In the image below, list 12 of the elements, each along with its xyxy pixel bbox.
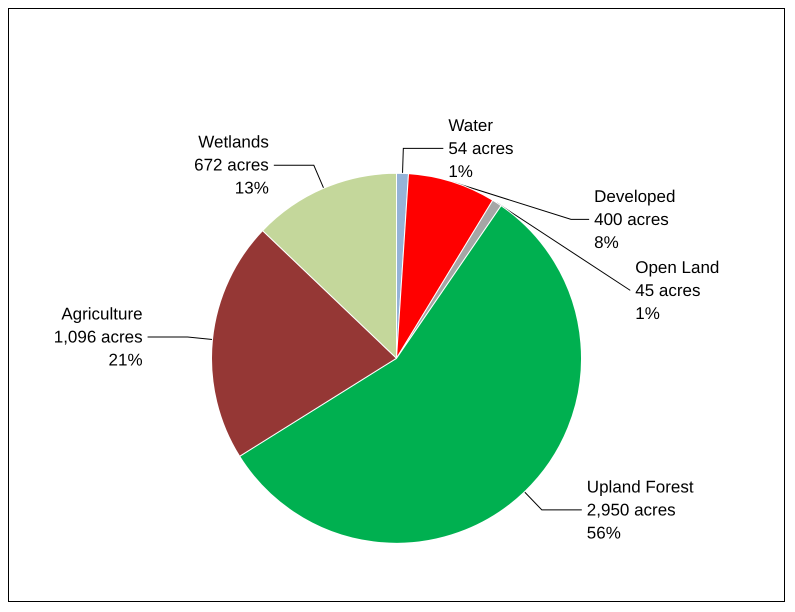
slice-label: Developed	[594, 186, 676, 206]
data-label: 54 acres 1%	[448, 138, 514, 181]
slice-label: Wetlands	[198, 132, 269, 152]
slice-label: Open Land	[635, 258, 720, 277]
slice-label: Upland Forest	[586, 477, 694, 496]
data-label: 45 acres 1%	[635, 280, 700, 323]
data-label: 672 acres 13%	[194, 156, 269, 198]
slice-label: Agriculture	[61, 304, 143, 324]
data-label: 2,950 acres 56%	[586, 500, 676, 542]
data-label: 1,096 acres 21%	[54, 328, 143, 370]
data-label: 400 acres 8%	[594, 210, 669, 252]
slice-label: Water	[448, 116, 494, 135]
